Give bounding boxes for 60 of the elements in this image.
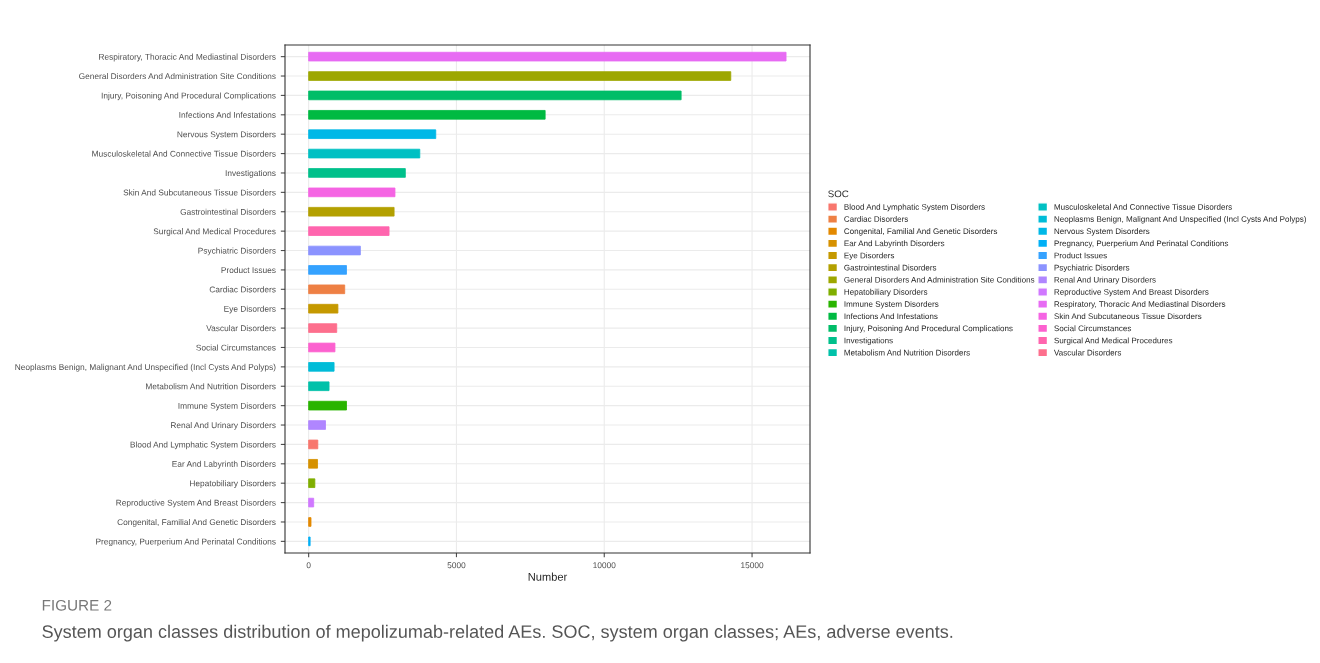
legend-label: Respiratory, Thoracic And Mediastinal Disorders: [1054, 300, 1226, 309]
y-tick-label: Cardiac Disorders: [209, 286, 276, 293]
y-tick-label: Respiratory, Thoracic And Mediastinal Disorders: [99, 53, 276, 62]
y-tick-label: Surgical And Medical Procedures: [153, 228, 276, 236]
y-tick-label: Eye Disorders: [224, 305, 276, 314]
y-tick-label: Injury, Poisoning And Procedural Complications: [101, 92, 276, 101]
y-tick-label: Metabolism And Nutrition Disorders: [146, 383, 276, 390]
legend-label: Ear And Labyrinth Disorders: [844, 240, 945, 248]
legend-label: Renal And Urinary Disorders: [1054, 276, 1156, 285]
y-tick-label: Hepatobiliary Disorders: [190, 480, 276, 488]
y-tick-label: Immune System Disorders: [178, 402, 276, 411]
legend-label: Product Issues: [1054, 252, 1107, 259]
legend-label: Vascular Disorders: [1053, 349, 1122, 356]
y-tick-label: Skin And Subcutaneous Tissue Disorders: [123, 189, 276, 196]
legend-label: Neoplasms Benign, Malignant And Unspecified (Incl Cysts And Polyps): [1054, 215, 1306, 224]
legend-label: Investigations: [844, 337, 893, 345]
x-tick-label: 10000: [593, 562, 616, 569]
legend-title: SOC: [828, 190, 849, 198]
legend-label: Metabolism And Nutrition Disorders: [844, 349, 970, 356]
y-tick-label: Musculoskeletal And Connective Tissue Disorders: [92, 150, 276, 157]
caption: FIGURE 2: [42, 599, 112, 611]
legend-label: Gastrointestinal Disorders: [844, 264, 937, 271]
y-tick-label: Gastrointestinal Disorders: [180, 208, 276, 215]
x-tick-label: 15000: [741, 562, 764, 569]
legend-label: Nervous System Disorders: [1054, 228, 1150, 236]
y-tick-label: Renal And Urinary Disorders: [171, 422, 276, 430]
y-tick-label: Product Issues: [221, 266, 276, 274]
y-tick-label: General Disorders And Administration Site Conditions: [79, 73, 276, 80]
legend-label: Infections And Infestations: [844, 313, 938, 320]
legend-label: Cardiac Disorders: [844, 215, 909, 222]
y-tick-label: Congenital, Familial And Genetic Disorders: [117, 518, 276, 527]
y-tick-label: Ear And Labyrinth Disorders: [172, 460, 276, 469]
y-tick-label: Vascular Disorders: [206, 325, 276, 332]
legend-label: Hepatobiliary Disorders: [844, 288, 928, 297]
y-tick-label: Psychiatric Disorders: [198, 247, 276, 256]
legend-label: General Disorders And Administration Site Conditions: [844, 276, 1035, 283]
legend-label: Pregnancy, Puerperium And Perinatal Conditions: [1054, 240, 1229, 248]
x-tick-label: 0: [306, 562, 311, 569]
y-tick-label: Blood And Lymphatic System Disorders: [130, 441, 276, 450]
y-tick-label: Infections And Infestations: [179, 111, 276, 118]
x-axis-title: Number: [528, 572, 568, 581]
legend-label: Eye Disorders: [844, 252, 895, 260]
y-tick-label: Pregnancy, Puerperium And Perinatal Conditions: [96, 538, 276, 547]
y-tick-label: Nervous System Disorders: [177, 131, 276, 139]
y-tick-label: Neoplasms Benign, Malignant And Unspecified (Incl Cysts And Polyps): [15, 363, 276, 372]
legend-label: Musculoskeletal And Connective Tissue Disorders: [1054, 203, 1232, 210]
legend-label: Congenital, Familial And Genetic Disorders: [844, 228, 998, 236]
y-tick-label: Investigations: [225, 169, 276, 178]
legend-label: Injury, Poisoning And Procedural Complications: [844, 325, 1013, 333]
x-tick-label: 5000: [447, 562, 466, 569]
legend-label: Surgical And Medical Procedures: [1054, 337, 1173, 345]
legend-label: Immune System Disorders: [844, 300, 939, 309]
y-tick-label: Reproductive System And Breast Disorders: [116, 499, 276, 508]
legend-label: Blood And Lymphatic System Disorders: [844, 203, 985, 212]
y-tick-label: Social Circumstances: [196, 344, 276, 351]
legend-label: Skin And Subcutaneous Tissue Disorders: [1054, 313, 1202, 320]
text: System organ classes distribution of mepolizumab-related AEs. SOC, system organ classes; AEs, adverse events.: [42, 624, 953, 642]
legend-label: Social Circumstances: [1054, 325, 1132, 332]
legend-label: Psychiatric Disorders: [1054, 264, 1130, 273]
legend-label: Reproductive System And Breast Disorders: [1054, 288, 1209, 297]
